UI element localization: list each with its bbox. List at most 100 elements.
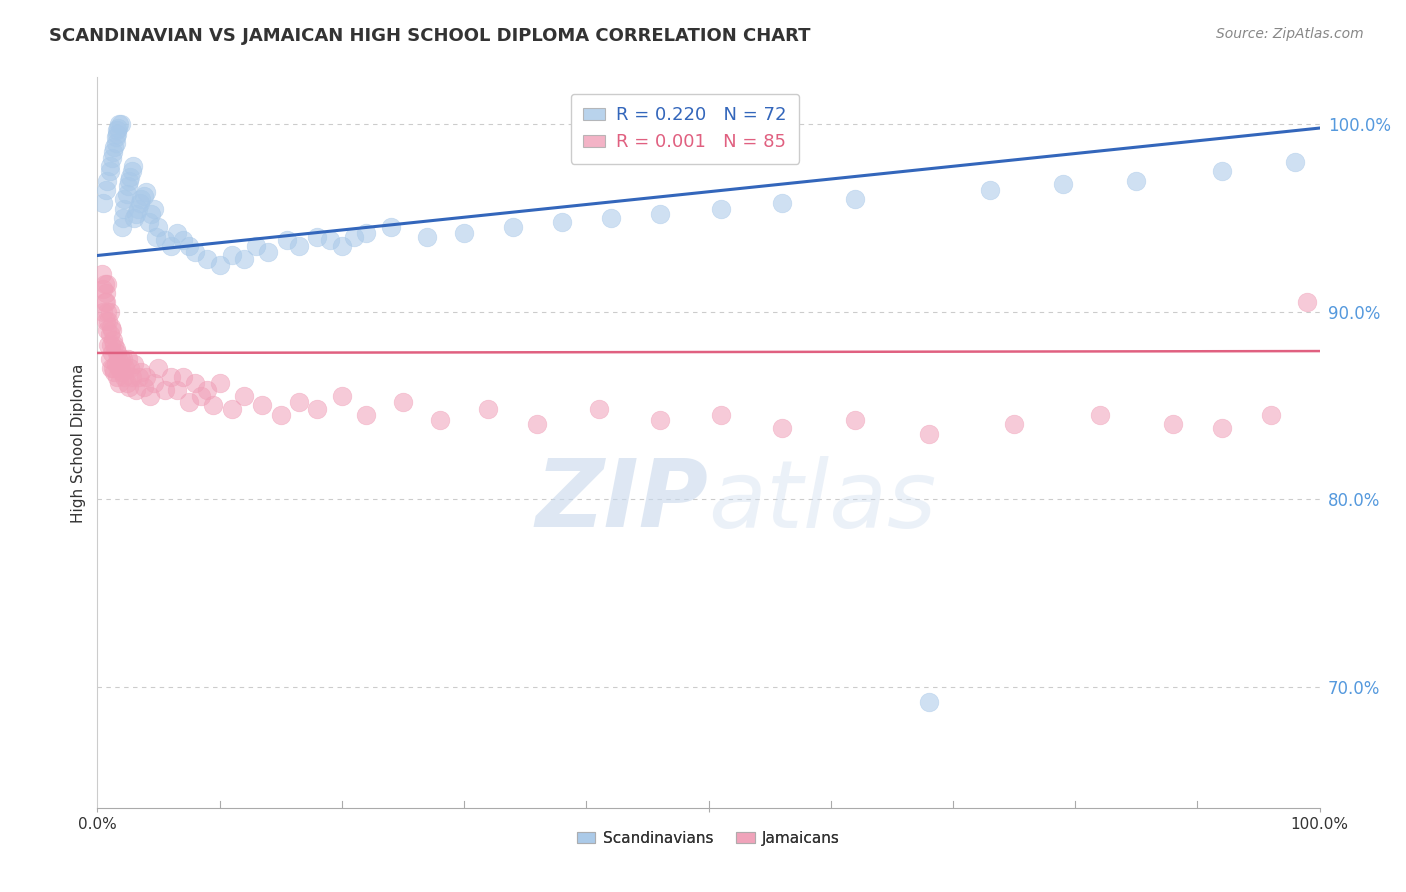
Point — [103, 140, 125, 154]
Point — [129, 196, 152, 211]
Point — [111, 365, 134, 379]
Point — [1260, 408, 1282, 422]
Point — [172, 370, 194, 384]
Point — [111, 211, 134, 225]
Point — [195, 252, 218, 267]
Point — [233, 389, 256, 403]
Point — [128, 370, 150, 384]
Point — [101, 346, 124, 360]
Point — [184, 376, 207, 390]
Point — [477, 402, 499, 417]
Point — [96, 173, 118, 187]
Point — [166, 226, 188, 240]
Point — [104, 136, 127, 150]
Point — [1088, 408, 1111, 422]
Point — [139, 207, 162, 221]
Point — [245, 239, 267, 253]
Point — [288, 239, 311, 253]
Point — [100, 360, 122, 375]
Point — [142, 202, 165, 216]
Point — [121, 159, 143, 173]
Point — [100, 338, 122, 352]
Point — [103, 360, 125, 375]
Point — [380, 220, 402, 235]
Point — [153, 384, 176, 398]
Point — [110, 117, 132, 131]
Point — [110, 351, 132, 366]
Point — [117, 351, 139, 366]
Point — [1161, 417, 1184, 432]
Point — [190, 389, 212, 403]
Point — [121, 370, 143, 384]
Point — [599, 211, 621, 225]
Point — [233, 252, 256, 267]
Text: Source: ZipAtlas.com: Source: ZipAtlas.com — [1216, 27, 1364, 41]
Point — [844, 192, 866, 206]
Point — [104, 342, 127, 356]
Point — [1052, 178, 1074, 192]
Point — [100, 319, 122, 334]
Point — [91, 267, 114, 281]
Point — [122, 357, 145, 371]
Point — [93, 282, 115, 296]
Point — [392, 394, 415, 409]
Point — [98, 164, 121, 178]
Point — [307, 402, 329, 417]
Point — [104, 130, 127, 145]
Point — [93, 295, 115, 310]
Point — [93, 304, 115, 318]
Point — [588, 402, 610, 417]
Point — [1002, 417, 1025, 432]
Point — [107, 121, 129, 136]
Legend: Scandinavians, Jamaicans: Scandinavians, Jamaicans — [571, 825, 846, 852]
Point — [354, 408, 377, 422]
Point — [710, 408, 733, 422]
Text: SCANDINAVIAN VS JAMAICAN HIGH SCHOOL DIPLOMA CORRELATION CHART: SCANDINAVIAN VS JAMAICAN HIGH SCHOOL DIP… — [49, 27, 811, 45]
Point — [453, 226, 475, 240]
Point — [118, 379, 141, 393]
Point — [112, 370, 135, 384]
Point — [98, 304, 121, 318]
Point — [257, 244, 280, 259]
Point — [551, 215, 574, 229]
Point — [270, 408, 292, 422]
Point — [710, 202, 733, 216]
Point — [97, 314, 120, 328]
Text: ZIP: ZIP — [536, 456, 709, 548]
Point — [648, 413, 671, 427]
Point — [112, 202, 135, 216]
Y-axis label: High School Diploma: High School Diploma — [72, 363, 86, 523]
Point — [111, 351, 134, 366]
Point — [97, 338, 120, 352]
Point — [120, 169, 142, 184]
Point — [159, 239, 181, 253]
Point — [770, 421, 793, 435]
Point — [94, 314, 117, 328]
Point — [145, 229, 167, 244]
Point — [1211, 421, 1233, 435]
Point — [94, 285, 117, 300]
Point — [148, 220, 170, 235]
Point — [125, 207, 148, 221]
Point — [288, 394, 311, 409]
Text: atlas: atlas — [709, 456, 936, 547]
Point — [1284, 154, 1306, 169]
Point — [105, 123, 128, 137]
Point — [330, 389, 353, 403]
Point — [131, 365, 153, 379]
Point — [121, 164, 143, 178]
Point — [172, 234, 194, 248]
Point — [139, 389, 162, 403]
Point — [96, 277, 118, 291]
Point — [98, 351, 121, 366]
Point — [307, 229, 329, 244]
Point — [105, 370, 128, 384]
Point — [330, 239, 353, 253]
Point — [416, 229, 439, 244]
Point — [135, 185, 157, 199]
Point — [184, 244, 207, 259]
Point — [135, 370, 157, 384]
Point — [103, 145, 125, 160]
Point — [166, 384, 188, 398]
Point — [98, 159, 121, 173]
